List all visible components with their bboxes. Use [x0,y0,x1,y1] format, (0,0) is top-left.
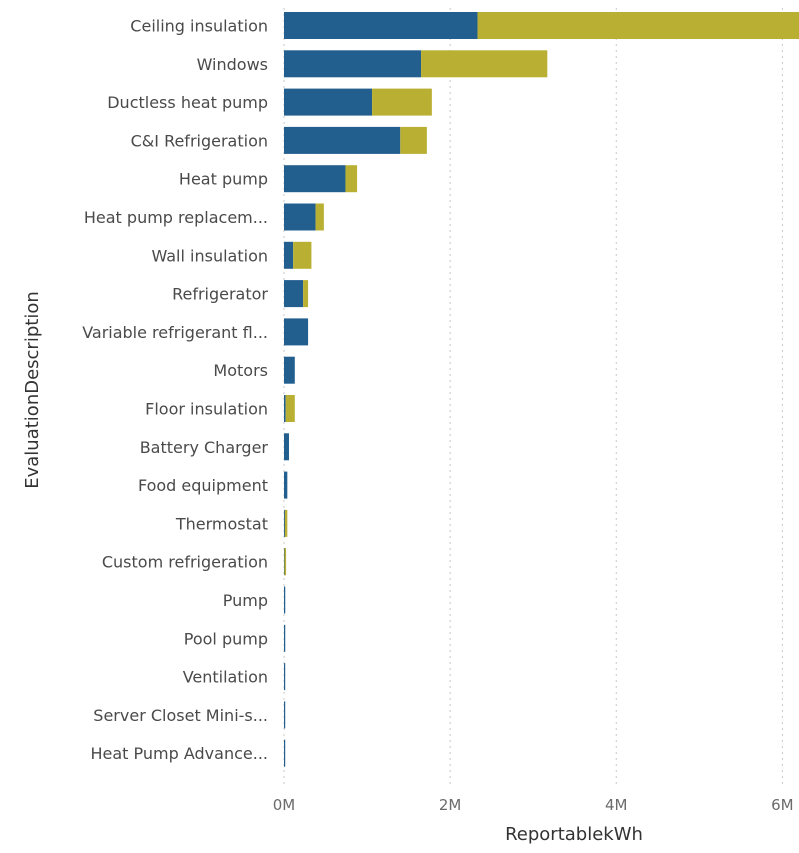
category-label: Food equipment [138,476,268,495]
x-axis-title: ReportablekWh [505,824,643,845]
bar-segment-series-2[interactable] [315,203,324,231]
x-tick-label: 2M [439,796,462,814]
bars [284,12,799,767]
category-label: Thermostat [175,514,268,533]
bar-segment-series-2[interactable] [477,12,799,39]
bar-segment-series-1[interactable] [284,165,346,193]
category-label: Custom refrigeration [102,553,268,572]
bar-segment-series-1[interactable] [284,395,286,422]
category-label: Ceiling insulation [130,17,268,36]
bar-segment-series-1[interactable] [284,663,286,691]
bar-segment-series-1[interactable] [284,356,295,384]
bar-segment-series-1[interactable] [284,318,309,346]
bar-segment-series-1[interactable] [284,471,288,499]
bar-segment-series-1[interactable] [284,433,289,461]
bar-segment-series-2[interactable] [400,126,427,154]
bar-segment-series-2[interactable] [421,50,548,78]
bar-segment-series-2[interactable] [284,548,287,576]
bar-segment-series-2[interactable] [284,509,288,537]
bar-segment-series-1[interactable] [284,624,286,652]
bar-segment-series-2[interactable] [285,395,295,422]
category-label: Pump [223,591,268,610]
category-label: Heat Pump Advance... [90,744,268,763]
y-axis-title: EvaluationDescription [22,291,43,489]
bar-segment-series-1[interactable] [284,280,304,308]
bar-segment-series-1[interactable] [284,241,294,269]
gridlines [283,8,783,785]
bar-segment-series-2[interactable] [372,88,432,116]
bar-segment-series-2[interactable] [345,165,358,193]
category-label: Ductless heat pump [107,93,268,112]
category-label: C&I Refrigeration [131,131,268,150]
bar-segment-series-1[interactable] [284,50,422,78]
bar-segment-series-1[interactable] [284,739,286,767]
category-label: Floor insulation [145,400,268,419]
bar-segment-series-1[interactable] [284,203,316,231]
bar-segment-series-1[interactable] [284,509,286,537]
bar-segment-series-1[interactable] [284,88,373,116]
x-tick-label: 4M [605,796,628,814]
category-label: Motors [213,361,268,380]
category-label: Battery Charger [140,438,269,457]
category-label: Variable refrigerant fl... [82,323,268,342]
category-label: Pool pump [184,629,268,648]
category-label: Ventilation [183,668,268,687]
category-label: Wall insulation [151,246,268,265]
category-label: Heat pump [179,170,268,189]
category-labels: Ceiling insulation Windows Ductless heat p… [82,17,268,764]
x-tick-labels: 0M 2M 4M 6M [273,796,794,814]
category-label: Heat pump replacem... [84,208,268,227]
bar-segment-series-1[interactable] [284,586,286,614]
category-label: Server Closet Mini-s... [93,706,268,725]
bar-segment-series-1[interactable] [284,126,401,154]
x-tick-label: 6M [771,796,794,814]
x-tick-label: 0M [273,796,296,814]
bar-segment-series-2[interactable] [303,280,309,308]
bar-segment-series-2[interactable] [293,241,312,269]
category-label: Refrigerator [172,285,268,304]
bar-segment-series-1[interactable] [284,701,286,729]
bar-segment-series-1[interactable] [284,12,478,39]
category-label: Windows [197,55,268,74]
